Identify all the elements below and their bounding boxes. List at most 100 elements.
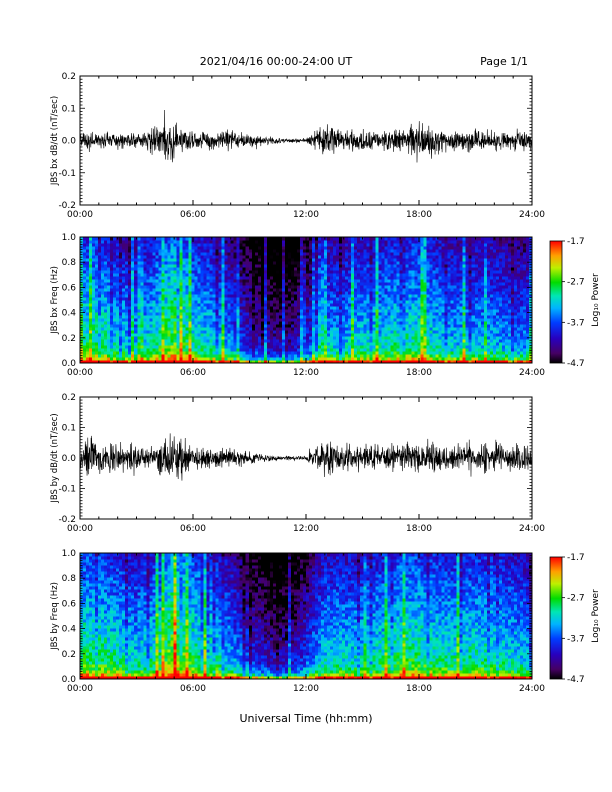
spectrogram-cell xyxy=(381,279,385,283)
spectrogram-cell xyxy=(101,240,105,244)
spectrogram-cell xyxy=(206,249,210,253)
spectrogram-cell xyxy=(363,330,367,334)
spectrogram-cell xyxy=(248,273,253,277)
spectrogram-cell xyxy=(179,309,183,313)
spectrogram-cell xyxy=(287,330,292,334)
spectrogram-cell xyxy=(125,354,129,358)
spectrogram-cell xyxy=(146,285,150,289)
spectrogram-cell xyxy=(399,291,403,295)
spectrogram-cell xyxy=(426,309,430,313)
spectrogram-cell xyxy=(158,255,162,259)
spectrogram-cell xyxy=(176,270,180,274)
spectrogram-cell xyxy=(194,294,198,298)
spectrogram-cell xyxy=(119,300,123,304)
spectrogram-cell xyxy=(98,243,102,247)
spectrogram-cell xyxy=(167,279,171,283)
spectrogram-cell xyxy=(245,270,250,274)
spectrogram-cell xyxy=(390,288,394,292)
spectrogram-cell xyxy=(360,300,364,304)
spectrogram-cell xyxy=(140,261,144,265)
spectrogram-cell xyxy=(278,243,283,247)
spectrogram-cell xyxy=(281,306,286,310)
spectrogram-cell xyxy=(312,354,316,358)
spectrogram-cell xyxy=(206,333,210,337)
spectrogram-cell xyxy=(149,282,153,286)
spectrogram-cell xyxy=(230,270,235,274)
spectrogram-cell xyxy=(278,276,283,280)
spectrogram-cell xyxy=(357,297,361,301)
spectrogram-cell xyxy=(275,249,280,253)
spectrogram-cell xyxy=(173,306,177,310)
spectrogram-cell xyxy=(110,309,114,313)
spectrogram-cell xyxy=(315,318,319,322)
spectrogram-cell xyxy=(381,267,385,271)
spectrogram-cell xyxy=(218,339,223,343)
spectrogram-cell xyxy=(95,333,99,337)
spectrogram-cell xyxy=(390,315,394,319)
spectrogram-cell xyxy=(299,336,304,340)
spectrogram-cell xyxy=(399,327,403,331)
spectrogram-cell xyxy=(212,303,216,307)
spectrogram-cell xyxy=(224,306,229,310)
spectrogram-cell xyxy=(209,267,213,271)
spectrogram-cell xyxy=(266,297,271,301)
spectrogram-cell xyxy=(399,312,403,316)
spectrogram-cell xyxy=(339,330,343,334)
spectrogram-cell xyxy=(278,330,283,334)
spectrogram-cell xyxy=(263,243,268,247)
spectrogram-cell xyxy=(293,264,298,268)
spectrogram-cell xyxy=(375,321,379,325)
spectrogram-cell xyxy=(363,264,367,268)
spectrogram-cell xyxy=(405,333,409,337)
spectrogram-cell xyxy=(182,255,186,259)
spectrogram-cell xyxy=(345,276,349,280)
spectrogram-cell xyxy=(254,291,259,295)
spectrogram-cell xyxy=(384,351,388,355)
spectrogram-cell xyxy=(260,300,265,304)
spectrogram-cell xyxy=(125,318,129,322)
spectrogram-cell xyxy=(170,252,174,256)
spectrogram-cell xyxy=(152,243,156,247)
spectrogram-cell xyxy=(333,324,337,328)
spectrogram-cell xyxy=(275,285,280,289)
spectrogram-cell xyxy=(417,342,421,346)
spectrogram-cell xyxy=(167,309,171,313)
spectrogram-cell xyxy=(345,288,349,292)
spectrogram-cell xyxy=(336,249,340,253)
spectrogram-cell xyxy=(306,321,310,325)
spectrogram-cell xyxy=(143,276,147,280)
spectrogram-cell xyxy=(185,291,189,295)
spectrogram-cell xyxy=(134,255,138,259)
spectrogram-cell xyxy=(411,315,415,319)
spectrogram-cell xyxy=(173,342,177,346)
spectrogram-cell xyxy=(224,243,229,247)
spectrogram-cell xyxy=(321,297,325,301)
spectrogram-cell xyxy=(209,279,213,283)
spectrogram-cell xyxy=(209,288,213,292)
spectrogram-cell xyxy=(387,279,391,283)
spectrogram-cell xyxy=(342,285,346,289)
spectrogram-cell xyxy=(290,270,295,274)
spectrogram-cell xyxy=(188,258,192,262)
spectrogram-cell xyxy=(414,312,418,316)
spectrogram-cell xyxy=(312,321,316,325)
spectrogram-cell xyxy=(191,327,195,331)
spectrogram-cell xyxy=(137,306,141,310)
spectrogram-cell xyxy=(318,270,322,274)
spectrogram-cell xyxy=(101,291,105,295)
spectrogram-cell xyxy=(83,345,87,349)
spectrogram-cell xyxy=(101,276,105,280)
spectrogram-cell xyxy=(269,294,274,298)
spectrogram-cell xyxy=(281,240,286,244)
spectrogram-cell xyxy=(236,261,241,265)
spectrogram-cell xyxy=(173,360,177,364)
spectrogram-cell xyxy=(221,315,226,319)
spectrogram-cell xyxy=(405,237,409,241)
spectrogram-cell xyxy=(233,333,238,337)
spectrogram-cell xyxy=(146,345,150,349)
spectrogram-cell xyxy=(411,306,415,310)
spectrogram-cell xyxy=(143,348,147,352)
spectrogram-cell xyxy=(293,339,298,343)
spectrogram-cell xyxy=(176,273,180,277)
spectrogram-cell xyxy=(342,345,346,349)
